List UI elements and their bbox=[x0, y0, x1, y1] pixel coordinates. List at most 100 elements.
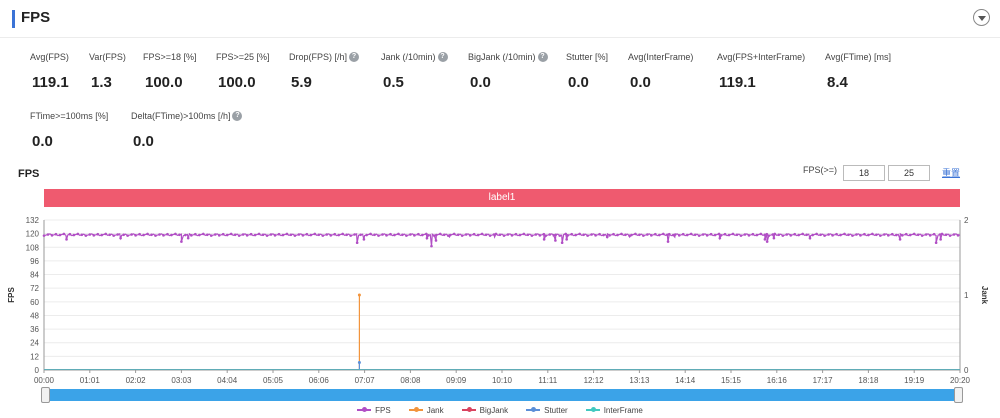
fps-point bbox=[245, 234, 249, 237]
fps-threshold-input-2[interactable]: 25 bbox=[888, 165, 930, 181]
fps-point bbox=[912, 232, 916, 236]
fps-point bbox=[417, 232, 420, 236]
fps-point bbox=[104, 232, 108, 236]
fps-point bbox=[393, 233, 396, 237]
fps-point bbox=[154, 234, 157, 237]
metric-r2-1: Delta(FTime)>100ms [/h]? 0.0 bbox=[131, 111, 247, 150]
reset-link[interactable]: 重置 bbox=[942, 168, 961, 178]
fps-point bbox=[538, 234, 542, 237]
fps-point bbox=[827, 233, 830, 236]
fps-point bbox=[269, 233, 273, 236]
help-icon[interactable]: ? bbox=[232, 111, 243, 121]
legend-item-stutter[interactable]: Stutter bbox=[526, 403, 568, 417]
collapse-chevron-icon[interactable] bbox=[973, 9, 990, 26]
fps-point bbox=[650, 234, 653, 237]
fps-point bbox=[831, 234, 834, 237]
zoom-scrollbar[interactable] bbox=[41, 387, 963, 403]
legend-item-interframe[interactable]: InterFrame bbox=[585, 403, 643, 417]
y-right-axis-title: Jank bbox=[980, 286, 989, 305]
legend-swatch bbox=[357, 407, 372, 412]
fps-point bbox=[666, 240, 670, 243]
x-tick-label: 12:12 bbox=[584, 376, 605, 385]
fps-point bbox=[253, 233, 257, 237]
fps-point bbox=[608, 234, 611, 237]
fps-threshold-input-1[interactable]: 18 bbox=[843, 165, 885, 181]
metric-value: 0.5 bbox=[383, 74, 404, 91]
fps-point bbox=[68, 232, 72, 236]
legend-label: Stutter bbox=[544, 405, 568, 415]
y-left-tick-label: 72 bbox=[30, 284, 39, 293]
fps-point bbox=[438, 232, 442, 236]
fps-point bbox=[425, 232, 428, 236]
zoom-handle-left[interactable] bbox=[41, 387, 50, 403]
x-tick-label: 05:05 bbox=[263, 376, 284, 385]
legend-item-jank[interactable]: Jank bbox=[408, 403, 444, 417]
fps-series-line bbox=[43, 232, 961, 247]
section-title: FPS bbox=[21, 9, 51, 26]
fps-point bbox=[751, 232, 755, 236]
legend-swatch bbox=[526, 407, 541, 412]
fps-point bbox=[755, 233, 759, 237]
legend-item-bigjank[interactable]: BigJank bbox=[461, 403, 508, 417]
fps-point bbox=[345, 233, 348, 237]
help-icon[interactable]: ? bbox=[349, 52, 360, 62]
fps-point bbox=[642, 234, 645, 237]
fps-point bbox=[130, 233, 133, 236]
label-band[interactable]: label1 bbox=[44, 189, 960, 207]
fps-point bbox=[425, 236, 429, 240]
fps-point bbox=[464, 233, 468, 236]
fps-point bbox=[731, 232, 735, 236]
fps-point bbox=[900, 234, 904, 237]
legend-label: FPS bbox=[375, 405, 391, 415]
help-icon[interactable]: ? bbox=[437, 52, 448, 62]
fps-point bbox=[427, 234, 430, 237]
legend-item-fps[interactable]: FPS bbox=[357, 403, 391, 417]
fps-point bbox=[765, 240, 769, 243]
fps-point bbox=[924, 233, 928, 236]
fps-point bbox=[514, 232, 518, 236]
fps-point bbox=[142, 233, 145, 237]
metric-value: 5.9 bbox=[291, 74, 312, 91]
fps-point bbox=[389, 232, 392, 236]
fps-point bbox=[871, 232, 874, 236]
metric-label: Avg(FPS+InterFrame) bbox=[717, 52, 806, 62]
metric-r1-10: Avg(FTime) [ms] 8.4 bbox=[825, 52, 899, 91]
fps-point bbox=[658, 233, 661, 237]
fps-point bbox=[237, 234, 241, 237]
fps-point bbox=[229, 232, 233, 236]
fps-point bbox=[747, 234, 751, 237]
fps-point bbox=[894, 233, 898, 237]
metric-value: 119.1 bbox=[719, 74, 756, 91]
zoom-handle-right[interactable] bbox=[954, 387, 963, 403]
fps-point bbox=[448, 233, 452, 237]
fps-point bbox=[498, 233, 502, 237]
fps-point bbox=[506, 233, 510, 236]
x-tick-label: 01:01 bbox=[80, 376, 101, 385]
metric-label: BigJank (/10min)? bbox=[468, 52, 550, 62]
fps-point bbox=[723, 232, 727, 236]
fps-point bbox=[293, 234, 297, 237]
metric-label: Delta(FTime)>100ms [/h]? bbox=[131, 111, 247, 121]
fps-point bbox=[634, 232, 637, 236]
fps-point bbox=[54, 232, 58, 236]
x-tick-label: 18:18 bbox=[858, 376, 879, 385]
fps-point bbox=[233, 233, 237, 237]
metric-value: 1.3 bbox=[91, 74, 112, 91]
fps-point bbox=[908, 233, 912, 237]
metric-value: 0.0 bbox=[630, 74, 651, 91]
fps-point bbox=[939, 238, 942, 241]
fps-point bbox=[460, 234, 464, 237]
metric-r1-7: Stutter [%] 0.0 bbox=[566, 52, 616, 91]
header-accent-bar bbox=[12, 10, 15, 28]
fps-point bbox=[940, 232, 944, 236]
fps-point bbox=[883, 233, 886, 236]
fps-point bbox=[305, 232, 309, 236]
fps-point bbox=[180, 240, 183, 243]
x-tick-label: 14:14 bbox=[675, 376, 696, 385]
metric-label: FPS>=18 [%] bbox=[143, 52, 197, 62]
fps-point bbox=[819, 233, 822, 237]
help-icon[interactable]: ? bbox=[537, 52, 548, 62]
fps-point bbox=[494, 232, 498, 236]
y-left-tick-label: 108 bbox=[26, 243, 40, 252]
